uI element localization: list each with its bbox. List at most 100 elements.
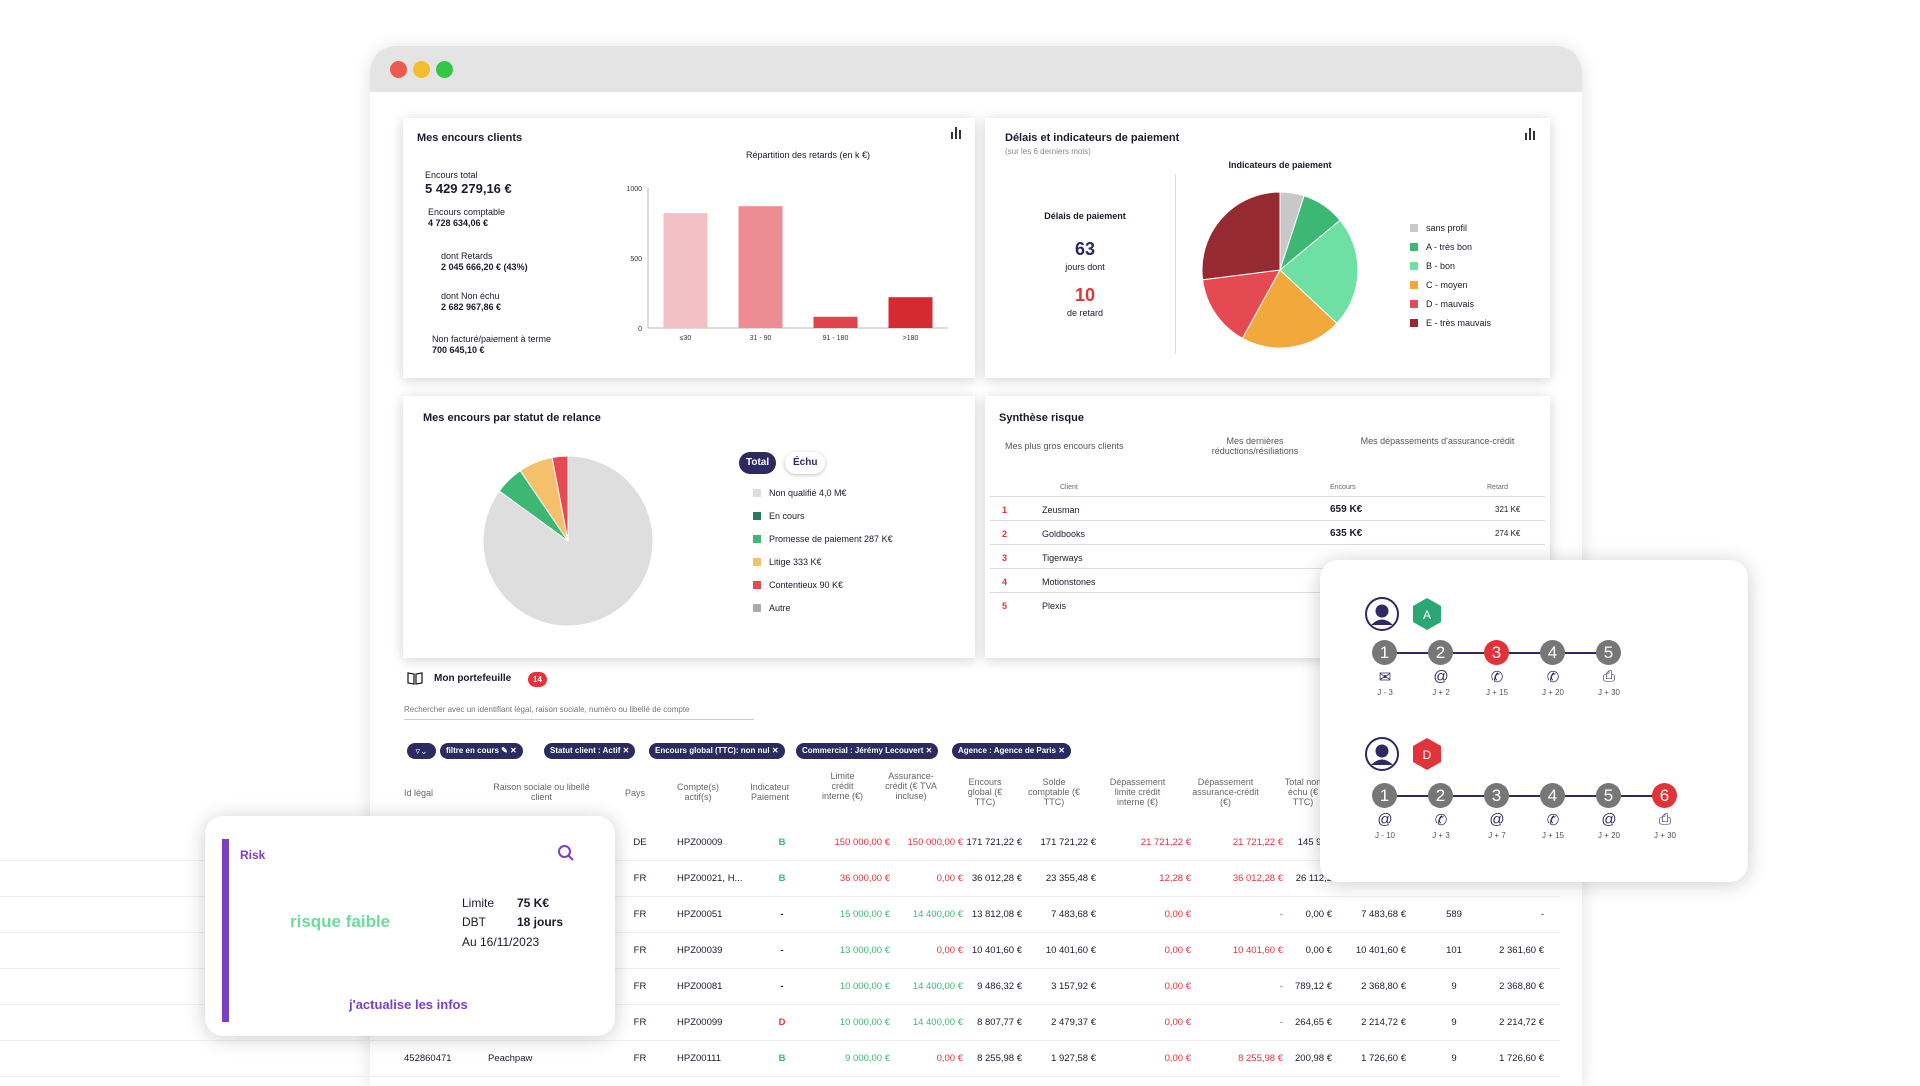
- x-tick-label: ≤30: [680, 335, 692, 342]
- cell-tne: 145 900: [1297, 837, 1332, 848]
- cell-e2: 9: [1451, 1053, 1457, 1064]
- cell-ind: D: [778, 1017, 786, 1028]
- legend-item: Promesse de paiement 287 K€: [753, 534, 893, 544]
- step-circle[interactable]: 4: [1540, 640, 1565, 665]
- relance-pie-chart: [482, 455, 654, 627]
- step-circle[interactable]: 5: [1596, 783, 1621, 808]
- th-solde[interactable]: Solde comptable (€ TTC): [1027, 777, 1081, 807]
- step-circle[interactable]: 3: [1484, 640, 1509, 665]
- phone-icon: ✆: [1546, 669, 1560, 686]
- maximize-window-button[interactable]: [436, 61, 453, 78]
- cell-lim: 10 000,00 €: [839, 1017, 890, 1028]
- tab-echu[interactable]: Échu: [785, 452, 826, 474]
- tab-total[interactable]: Total: [739, 452, 777, 474]
- cell-dep1: 0,00 €: [1164, 1053, 1191, 1064]
- synthese-row[interactable]: 1 Zeusman 659 K€ 321 K€: [990, 496, 1545, 520]
- cell-compte: HPZ00009: [677, 837, 723, 848]
- chip-encours-global[interactable]: Encours global (TTC): non nul ✕: [649, 743, 785, 759]
- y-tick-label: 1000: [626, 186, 642, 193]
- step-circle[interactable]: 2: [1428, 783, 1453, 808]
- rank: 5: [1002, 601, 1008, 611]
- th-dep-assurance[interactable]: Dépassement assurance-crédit (€): [1192, 777, 1259, 807]
- th-total-non-echu[interactable]: Total non échu (€ TTC): [1284, 777, 1322, 807]
- x-tick-label: >180: [903, 335, 919, 342]
- th-indicateur[interactable]: Indicateur Paiement: [750, 782, 790, 802]
- chip-filtre-en-cours[interactable]: filtre en cours ✎ ✕: [440, 743, 523, 759]
- legend-item: C - moyen: [1410, 280, 1468, 290]
- cell-e2: 589: [1446, 909, 1462, 920]
- delais-card: Délais et indicateurs de paiement (sur l…: [985, 118, 1550, 378]
- legend-item: B - bon: [1410, 261, 1455, 271]
- table-row[interactable]: FR HPZ00039 - 13 000,00 € 0,00 € 10 401,60 € 1…: [0, 933, 1560, 969]
- table-row[interactable]: FR HPZ00051 - 15 000,00 € 14 400,00 € 13 812,…: [0, 897, 1560, 933]
- th-limite[interactable]: Limite crédit interne (€): [821, 771, 864, 801]
- minimize-window-button[interactable]: [413, 61, 430, 78]
- cell-solde: 7 483,68 €: [1051, 909, 1096, 920]
- step-circle[interactable]: 1: [1372, 783, 1397, 808]
- chart-toggle-icon[interactable]: [951, 127, 961, 142]
- th-dep-limite[interactable]: Dépassement limite crédit interne (€): [1109, 777, 1166, 807]
- legend-label: Contentieux 90 K€: [769, 580, 844, 590]
- tab-depassements[interactable]: Mes dépassements d'assurance-crédit: [1360, 436, 1515, 446]
- cell-pays: DE: [633, 837, 647, 848]
- step-connector: [1453, 795, 1484, 797]
- filter-icon[interactable]: ▿⌄: [407, 743, 436, 759]
- indicateurs-pie-chart: [1201, 191, 1359, 349]
- encours-total-label: Encours total: [425, 170, 478, 180]
- legend-label: Autre: [769, 603, 791, 613]
- cell-ass: 0,00 €: [936, 1053, 963, 1064]
- retard-value: 274 K€: [1495, 529, 1521, 538]
- chip-agence[interactable]: Agence : Agence de Paris ✕: [952, 743, 1071, 759]
- step-circle[interactable]: 5: [1596, 640, 1621, 665]
- actualise-link[interactable]: j'actualise les infos: [349, 997, 468, 1012]
- step-delay-label: J + 15: [1485, 688, 1508, 697]
- cell-dep1: 0,00 €: [1164, 1017, 1191, 1028]
- y-tick-label: 500: [630, 256, 642, 263]
- step-circle[interactable]: 4: [1540, 783, 1565, 808]
- th-id-legal[interactable]: Id légal: [404, 788, 434, 798]
- legend-label: E - très mauvais: [1426, 318, 1492, 328]
- chip-statut-client[interactable]: Statut client : Actif ✕: [544, 743, 636, 759]
- table-row[interactable]: FR HPZ00021, H... B 36 000,00 € 0,00 € 36 012…: [0, 861, 1560, 897]
- th-encours-global[interactable]: Encours global (€ TTC): [967, 777, 1003, 807]
- tab-reductions[interactable]: Mes dernières réductions/résiliations: [1211, 436, 1299, 456]
- th-comptes[interactable]: Compte(s) actif(s): [676, 782, 719, 802]
- search-icon[interactable]: [557, 844, 575, 867]
- close-window-button[interactable]: [390, 61, 407, 78]
- step-circle[interactable]: 2: [1428, 640, 1453, 665]
- step-circle[interactable]: 1: [1372, 640, 1397, 665]
- th-assurance[interactable]: Assurance-crédit (€ TVA incluse): [885, 771, 937, 801]
- step-circle[interactable]: 6: [1652, 783, 1677, 808]
- cell-tne: 264,65 €: [1295, 1017, 1332, 1028]
- retard-value: 10: [1074, 285, 1096, 305]
- cell-enc: 8 255,98 €: [977, 1053, 1022, 1064]
- rank: 3: [1002, 553, 1008, 563]
- synthese-row[interactable]: 2 Goldbooks 635 K€ 274 K€: [990, 520, 1545, 544]
- print-icon: ⎙: [1658, 811, 1671, 828]
- table-row[interactable]: FR HPZ00081 - 10 000,00 € 14 400,00 € 9 486,3…: [0, 969, 1560, 1005]
- th-pays[interactable]: Pays: [624, 788, 645, 798]
- cell-solde: 23 355,48 €: [1045, 873, 1096, 884]
- tab-gros-encours[interactable]: Mes plus gros encours clients: [1005, 441, 1124, 451]
- synthese-row[interactable]: 4 Motionstones: [990, 568, 1545, 592]
- th-raison-sociale[interactable]: Raison sociale ou libellé client: [493, 782, 590, 802]
- step-circle[interactable]: 3: [1484, 783, 1509, 808]
- cell-tne: 0,00 €: [1305, 945, 1332, 956]
- cell-compte: HPZ00081: [677, 981, 723, 992]
- chip-commercial[interactable]: Commercial : Jérémy Lecouvert ✕: [796, 743, 939, 759]
- cell-dep2: -: [1279, 981, 1283, 992]
- synthese-row[interactable]: 5 Plexis: [990, 592, 1545, 616]
- table-row[interactable]: DE HPZ00009 B 150 000,00 €150 000,00 €171 7…: [0, 825, 1560, 861]
- cell-ind: B: [778, 837, 786, 848]
- cell-lim: 13 000,00 €: [839, 945, 890, 956]
- table-row[interactable]: FR HPZ00099 D 10 000,00 € 14 400,00 € 8 807,7…: [0, 1005, 1560, 1041]
- profile-a-badge: A: [1410, 597, 1444, 636]
- table-row[interactable]: 452860471 Peachpaw FR HPZ00111 B 9 000,00 € 0,…: [0, 1041, 1560, 1077]
- nonechu-label: dont Non échu: [441, 291, 500, 301]
- synthese-row[interactable]: 3 Tigerways: [990, 544, 1545, 568]
- portefeuille-search-input[interactable]: [404, 700, 754, 720]
- legend-swatch: [753, 489, 761, 497]
- chart-toggle-icon[interactable]: [1525, 127, 1535, 145]
- email-at-icon: @: [1601, 811, 1617, 828]
- svg-text:A: A: [1423, 608, 1431, 622]
